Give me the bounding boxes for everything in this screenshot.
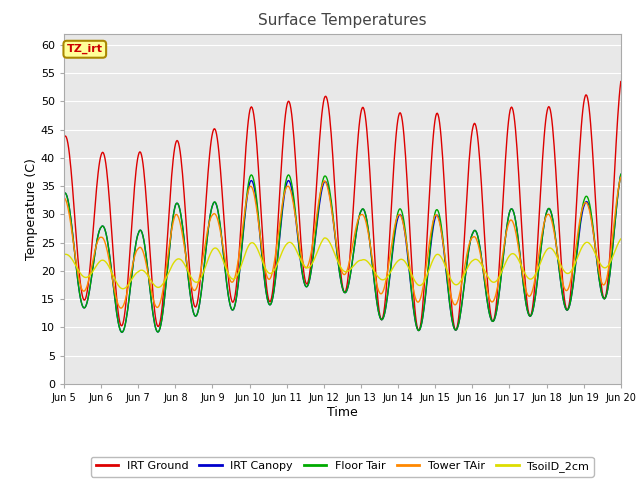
IRT Canopy <box>617 171 625 177</box>
TsoilD_2cm <box>428 260 436 265</box>
Line: IRT Ground: IRT Ground <box>64 82 621 331</box>
Tower TAir <box>185 271 193 276</box>
X-axis label: Time: Time <box>327 406 358 419</box>
TsoilD_2cm <box>60 252 68 257</box>
Floor Tair <box>185 279 193 285</box>
Floor Tair <box>118 329 126 335</box>
IRT Ground <box>617 79 625 84</box>
IRT Canopy <box>214 209 222 215</box>
Legend: IRT Ground, IRT Canopy, Floor Tair, Tower TAir, TsoilD_2cm: IRT Ground, IRT Canopy, Floor Tair, Towe… <box>91 457 594 477</box>
IRT Ground <box>60 135 68 141</box>
Line: Floor Tair: Floor Tair <box>64 174 621 332</box>
Tower TAir <box>128 264 136 270</box>
TsoilD_2cm <box>185 270 193 276</box>
Floor Tair <box>214 208 222 214</box>
Tower TAir <box>118 305 125 311</box>
TsoilD_2cm <box>412 279 419 285</box>
TsoilD_2cm <box>119 286 127 292</box>
IRT Ground <box>127 227 135 233</box>
Line: IRT Canopy: IRT Canopy <box>64 174 621 332</box>
IRT Canopy <box>128 269 136 275</box>
IRT Ground <box>410 296 418 302</box>
Tower TAir <box>60 195 68 201</box>
TsoilD_2cm <box>70 260 78 265</box>
Y-axis label: Temperature (C): Temperature (C) <box>25 158 38 260</box>
TsoilD_2cm <box>617 236 625 242</box>
Floor Tair <box>128 269 136 275</box>
Line: TsoilD_2cm: TsoilD_2cm <box>64 238 621 289</box>
Title: Surface Temperatures: Surface Temperatures <box>258 13 427 28</box>
IRT Canopy <box>411 315 419 321</box>
Tower TAir <box>70 245 78 251</box>
IRT Canopy <box>185 279 193 285</box>
Tower TAir <box>214 218 222 224</box>
Tower TAir <box>428 229 435 235</box>
IRT Ground <box>415 328 422 334</box>
IRT Canopy <box>60 191 68 196</box>
Line: Tower TAir: Tower TAir <box>64 177 621 308</box>
Floor Tair <box>411 315 419 321</box>
Tower TAir <box>617 174 625 180</box>
Floor Tair <box>60 191 68 196</box>
TsoilD_2cm <box>321 235 329 241</box>
IRT Canopy <box>70 244 78 250</box>
IRT Ground <box>428 164 435 169</box>
IRT Canopy <box>428 240 435 246</box>
Floor Tair <box>70 244 78 250</box>
IRT Canopy <box>118 329 126 335</box>
Tower TAir <box>411 293 419 299</box>
TsoilD_2cm <box>128 276 136 282</box>
IRT Ground <box>214 136 221 142</box>
Floor Tair <box>617 171 625 177</box>
Text: TZ_irt: TZ_irt <box>67 44 103 54</box>
IRT Ground <box>70 205 78 211</box>
IRT Ground <box>184 244 192 250</box>
Floor Tair <box>428 236 435 242</box>
TsoilD_2cm <box>214 247 222 253</box>
